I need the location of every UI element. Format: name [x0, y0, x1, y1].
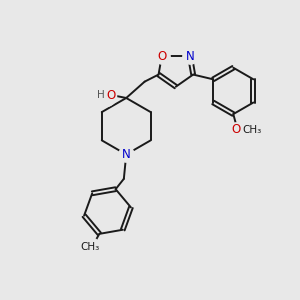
- Text: N: N: [122, 148, 130, 161]
- Text: CH₃: CH₃: [81, 242, 100, 252]
- Text: O: O: [157, 50, 167, 63]
- Text: H: H: [97, 90, 105, 100]
- Text: CH₃: CH₃: [242, 124, 261, 135]
- Text: O: O: [107, 88, 116, 101]
- Text: O: O: [232, 123, 241, 136]
- Text: N: N: [186, 50, 194, 63]
